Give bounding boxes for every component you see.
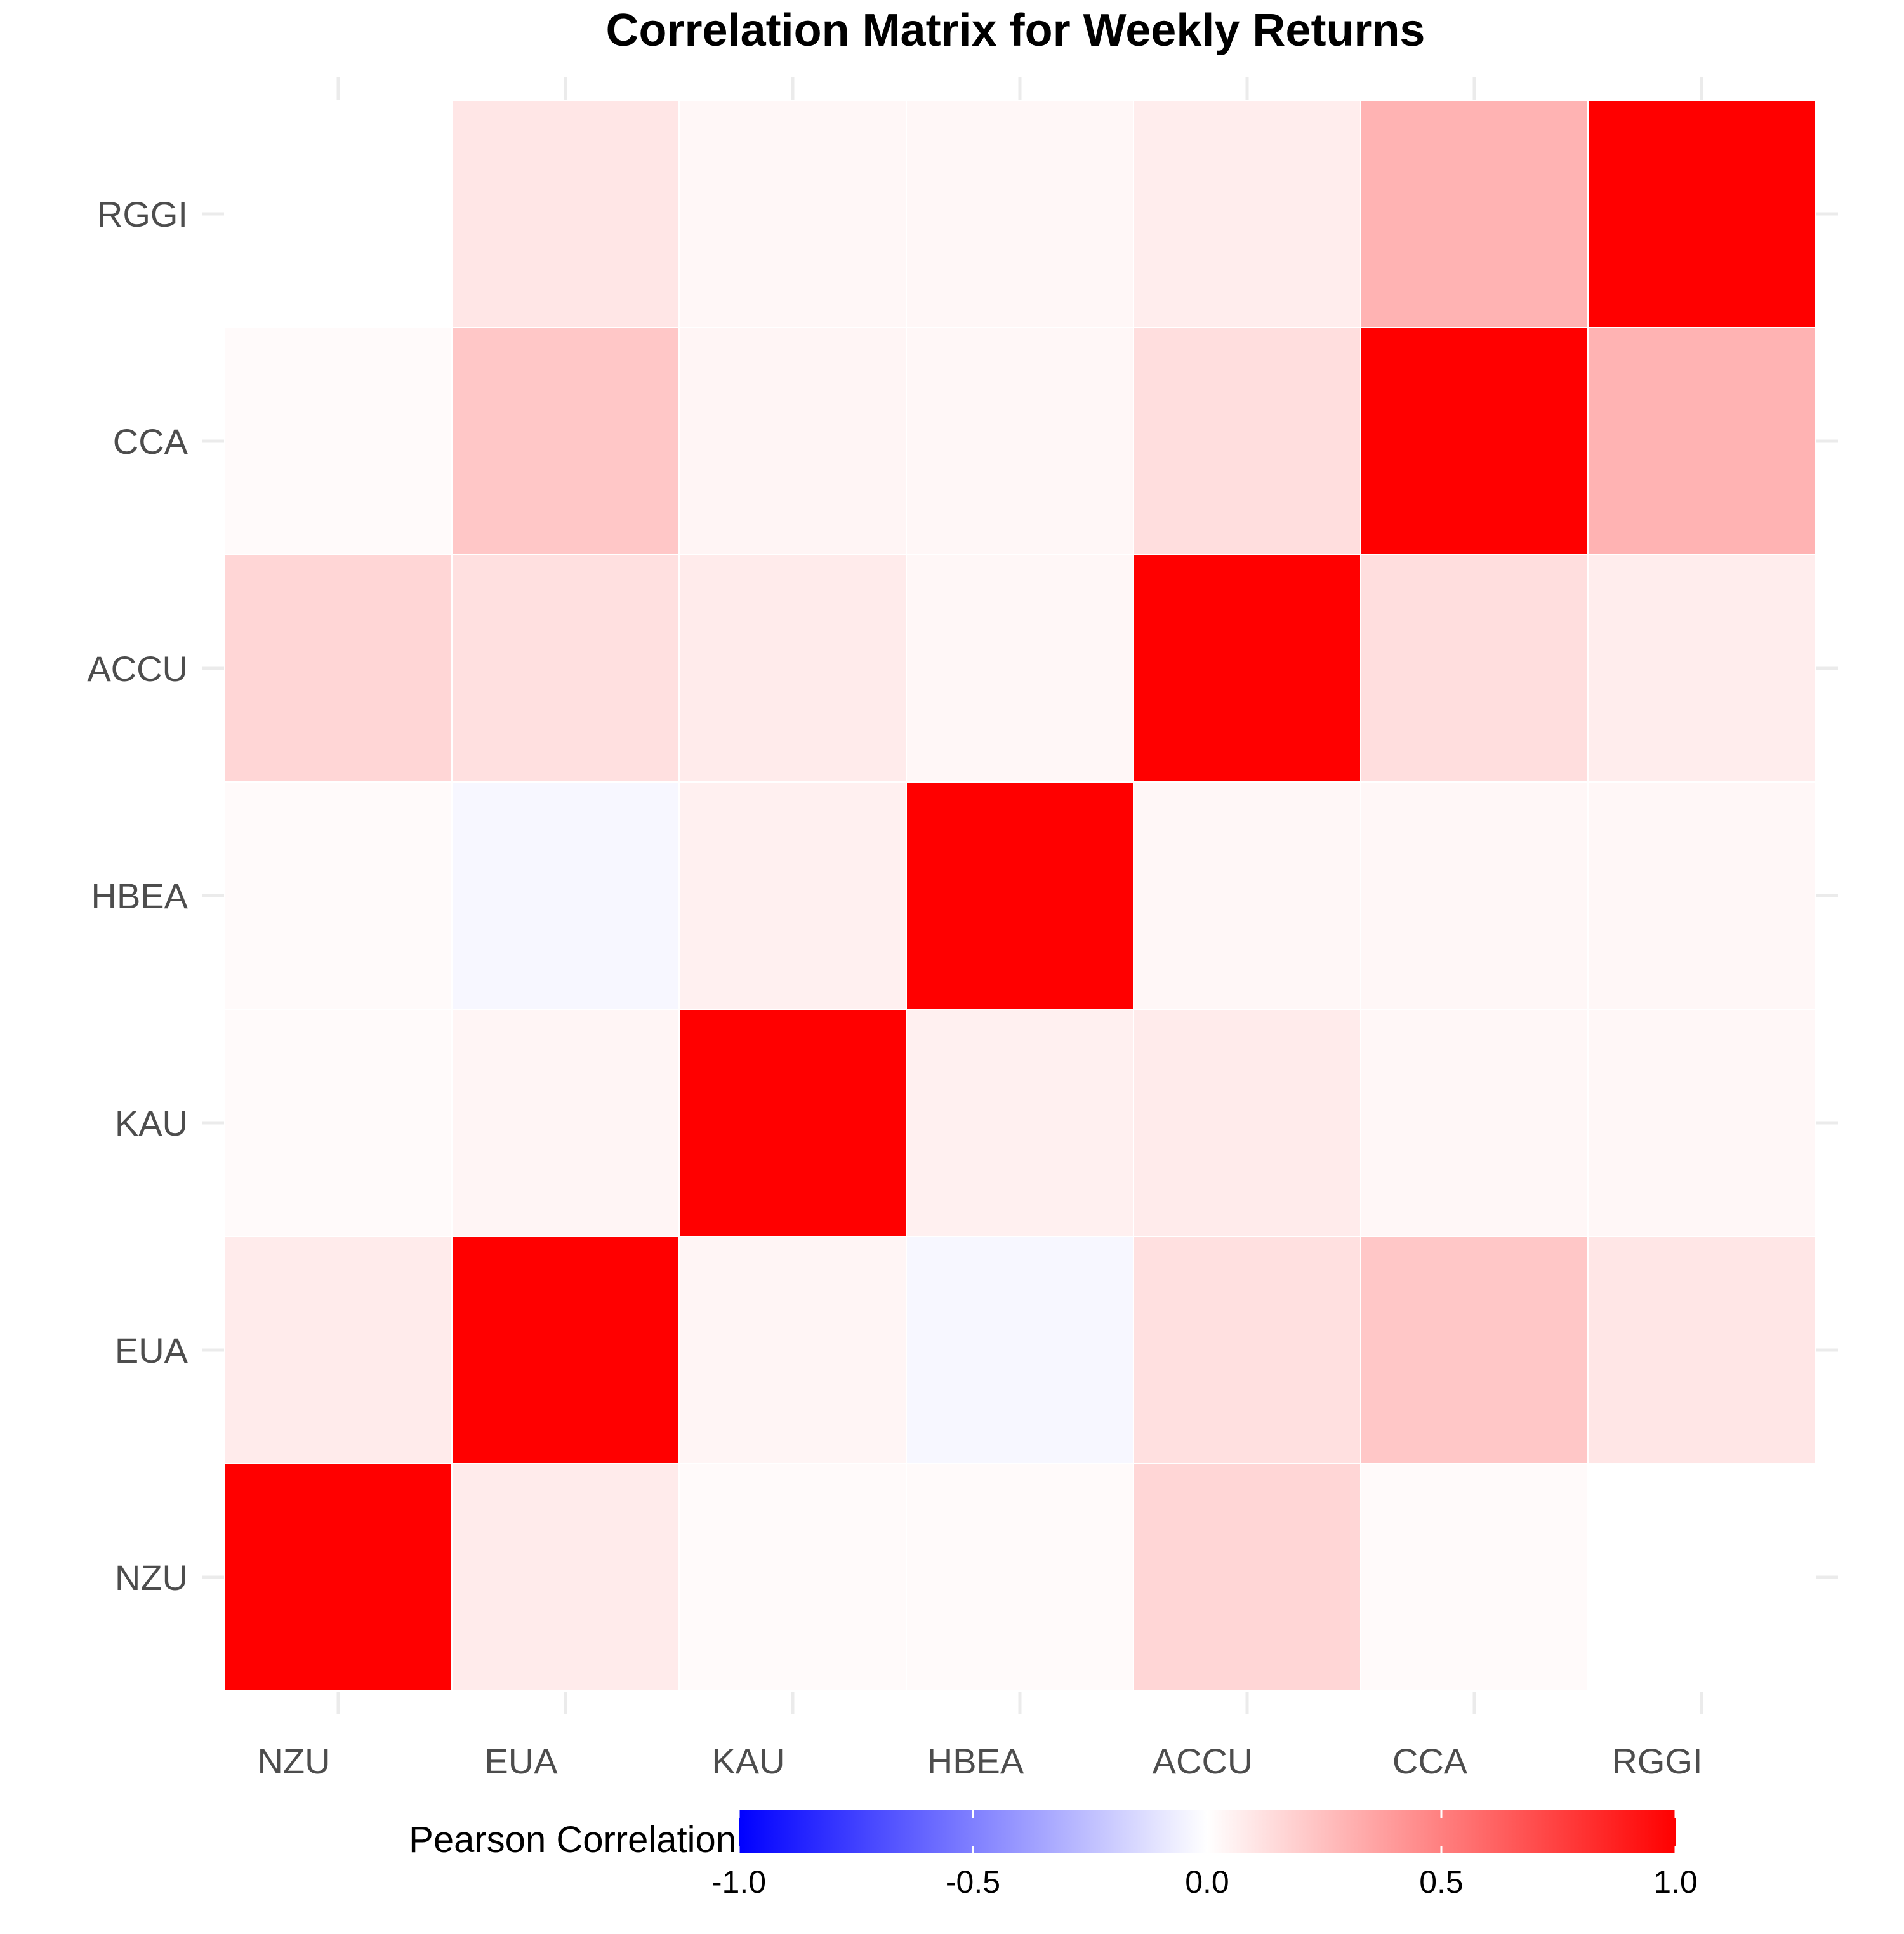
heatmap-cell — [224, 781, 453, 1010]
heatmap-cell — [678, 1463, 907, 1692]
heatmap-cell — [224, 100, 453, 328]
heatmap-cell — [678, 1009, 907, 1237]
heatmap-cell — [1360, 100, 1589, 328]
legend-tick-label: 1.0 — [1653, 1864, 1698, 1900]
heatmap-cell — [451, 327, 680, 555]
legend-tick-label: -0.5 — [946, 1864, 1000, 1900]
y-tick-label: ACCU — [87, 649, 188, 689]
heatmap-cell — [1360, 327, 1589, 555]
heatmap-cell — [1133, 1463, 1361, 1692]
heatmap-cell — [1587, 100, 1816, 328]
heatmap-cell — [906, 100, 1134, 328]
heatmap-cell — [1133, 100, 1361, 328]
heatmap-cell — [451, 1463, 680, 1692]
heatmap-cell — [678, 1236, 907, 1464]
heatmap-cell — [1133, 554, 1361, 783]
x-axis: NZU EUA KAU HBEA ACCU CCA RGGI — [257, 1741, 1702, 1781]
legend-ticks: -1.0 -0.5 0.0 0.5 1.0 — [711, 1810, 1698, 1900]
legend-tick-label: 0.0 — [1185, 1864, 1229, 1900]
heatmap-cell — [1133, 1236, 1361, 1464]
heatmap-cell — [1360, 1009, 1589, 1237]
heatmap-cell — [1587, 1463, 1816, 1692]
heatmap-cell — [906, 327, 1134, 555]
heatmap-cell — [906, 554, 1134, 783]
y-tick-label: NZU — [115, 1558, 188, 1598]
x-tick-label: ACCU — [1153, 1741, 1253, 1781]
heatmap-cell — [678, 781, 907, 1010]
heatmap-cell — [1360, 1236, 1589, 1464]
x-tick-label: EUA — [484, 1741, 558, 1781]
heatmap-cell — [451, 1236, 680, 1464]
heatmap-cell — [1133, 1009, 1361, 1237]
legend-tick-label: -1.0 — [711, 1864, 766, 1900]
y-axis: NZU EUA KAU HBEA ACCU CCA RGGI — [87, 194, 188, 1598]
heatmap-cell — [224, 1236, 453, 1464]
heatmap-cell — [451, 1009, 680, 1237]
heatmap-cell — [906, 1463, 1134, 1692]
color-legend: Pearson Correlation -1.0 -0.5 0.0 0.5 1.0 — [409, 1810, 1698, 1900]
heatmap-cell — [1587, 1009, 1816, 1237]
heatmap-cell — [678, 100, 907, 328]
y-tick-label: KAU — [115, 1103, 188, 1143]
heatmap-cell — [906, 1009, 1134, 1237]
heatmap-cells — [224, 100, 1816, 1692]
legend-title: Pearson Correlation — [409, 1819, 736, 1860]
x-tick-label: RGGI — [1611, 1741, 1702, 1781]
heatmap-cell — [1133, 327, 1361, 555]
legend-tick-label: 0.5 — [1419, 1864, 1464, 1900]
heatmap-cell — [224, 1463, 453, 1692]
heatmap-cell — [1360, 1463, 1589, 1692]
x-tick-label: HBEA — [927, 1741, 1024, 1781]
heatmap-cell — [1360, 554, 1589, 783]
x-tick-label: KAU — [711, 1741, 784, 1781]
heatmap-cell — [678, 327, 907, 555]
x-tick-label: CCA — [1392, 1741, 1468, 1781]
heatmap-cell — [224, 1009, 453, 1237]
heatmap-cell — [451, 554, 680, 783]
y-tick-label: HBEA — [91, 876, 188, 916]
heatmap-cell — [1587, 554, 1816, 783]
heatmap-cell — [1587, 781, 1816, 1010]
y-tick-label: EUA — [115, 1330, 188, 1370]
x-tick-label: NZU — [257, 1741, 330, 1781]
heatmap-cell — [1360, 781, 1589, 1010]
heatmap-cell — [1587, 1236, 1816, 1464]
heatmap-cell — [906, 1236, 1134, 1464]
heatmap-cell — [451, 781, 680, 1010]
y-tick-label: CCA — [113, 421, 188, 461]
heatmap-cell — [678, 554, 907, 783]
heatmap-cell — [451, 100, 680, 328]
heatmap-cell — [224, 554, 453, 783]
y-tick-label: RGGI — [97, 194, 188, 234]
chart-title: Correlation Matrix for Weekly Returns — [606, 5, 1425, 56]
heatmap-cell — [1133, 781, 1361, 1010]
heatmap-cell — [224, 327, 453, 555]
heatmap-cell — [1587, 327, 1816, 555]
heatmap-cell — [906, 781, 1134, 1010]
